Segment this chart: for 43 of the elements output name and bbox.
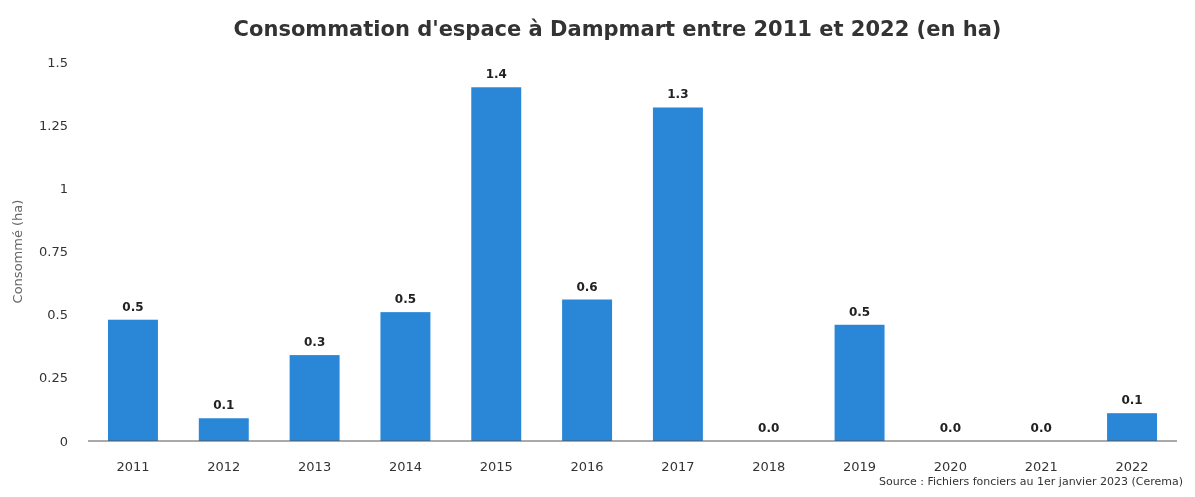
data-label: 1.3 [667, 87, 689, 102]
bar [562, 299, 613, 441]
y-tick-label: 1 [59, 180, 68, 196]
y-tick-label: 1.5 [47, 54, 68, 70]
x-tick-label: 2019 [843, 459, 877, 474]
source-note: Source : Fichiers fonciers au 1er janvier 2023 (Cerema) [879, 475, 1183, 488]
bar [834, 324, 885, 441]
data-label: 0.1 [213, 398, 235, 413]
bar [1107, 413, 1158, 441]
data-label: 0.3 [303, 335, 326, 350]
data-label: 0.5 [394, 292, 417, 307]
data-label: 0.6 [576, 279, 598, 294]
y-axis-title: Consommé (ha) [10, 199, 25, 304]
y-tick-label: 1.25 [39, 117, 68, 133]
bar [198, 418, 249, 441]
bar [107, 319, 158, 441]
x-tick-label: 2016 [570, 459, 604, 474]
x-tick-label: 2011 [116, 459, 150, 474]
x-tick-label: 2022 [1115, 459, 1149, 474]
data-label: 1.4 [485, 67, 507, 82]
chart-title: Consommation d'espace à Dampmart entre 2011 et 2022 (en ha) [233, 17, 1002, 41]
data-label: 0.0 [758, 421, 780, 435]
y-tick-label: 0 [59, 433, 68, 449]
x-tick-label: 2014 [388, 459, 422, 474]
x-tick-label: 2013 [298, 459, 332, 474]
y-tick-label: 0.25 [39, 370, 68, 386]
x-tick-label: 2018 [752, 459, 786, 474]
x-tick-label: 2012 [207, 459, 241, 474]
x-tick-label: 2017 [661, 459, 695, 474]
bar [471, 87, 522, 441]
data-label: 0.5 [848, 304, 871, 319]
data-label: 0.1 [1121, 393, 1143, 408]
x-tick-label: 2015 [479, 459, 513, 474]
bar [380, 312, 431, 441]
bar [289, 355, 340, 441]
data-label: 0.0 [1030, 421, 1052, 435]
y-tick-label: 0.75 [39, 244, 68, 260]
y-tick-label: 0.5 [47, 307, 68, 323]
data-label: 0.5 [122, 299, 144, 314]
data-label: 0.0 [939, 421, 962, 435]
bar [652, 107, 703, 441]
x-tick-label: 2021 [1024, 459, 1058, 474]
x-tick-label: 2020 [933, 459, 967, 474]
